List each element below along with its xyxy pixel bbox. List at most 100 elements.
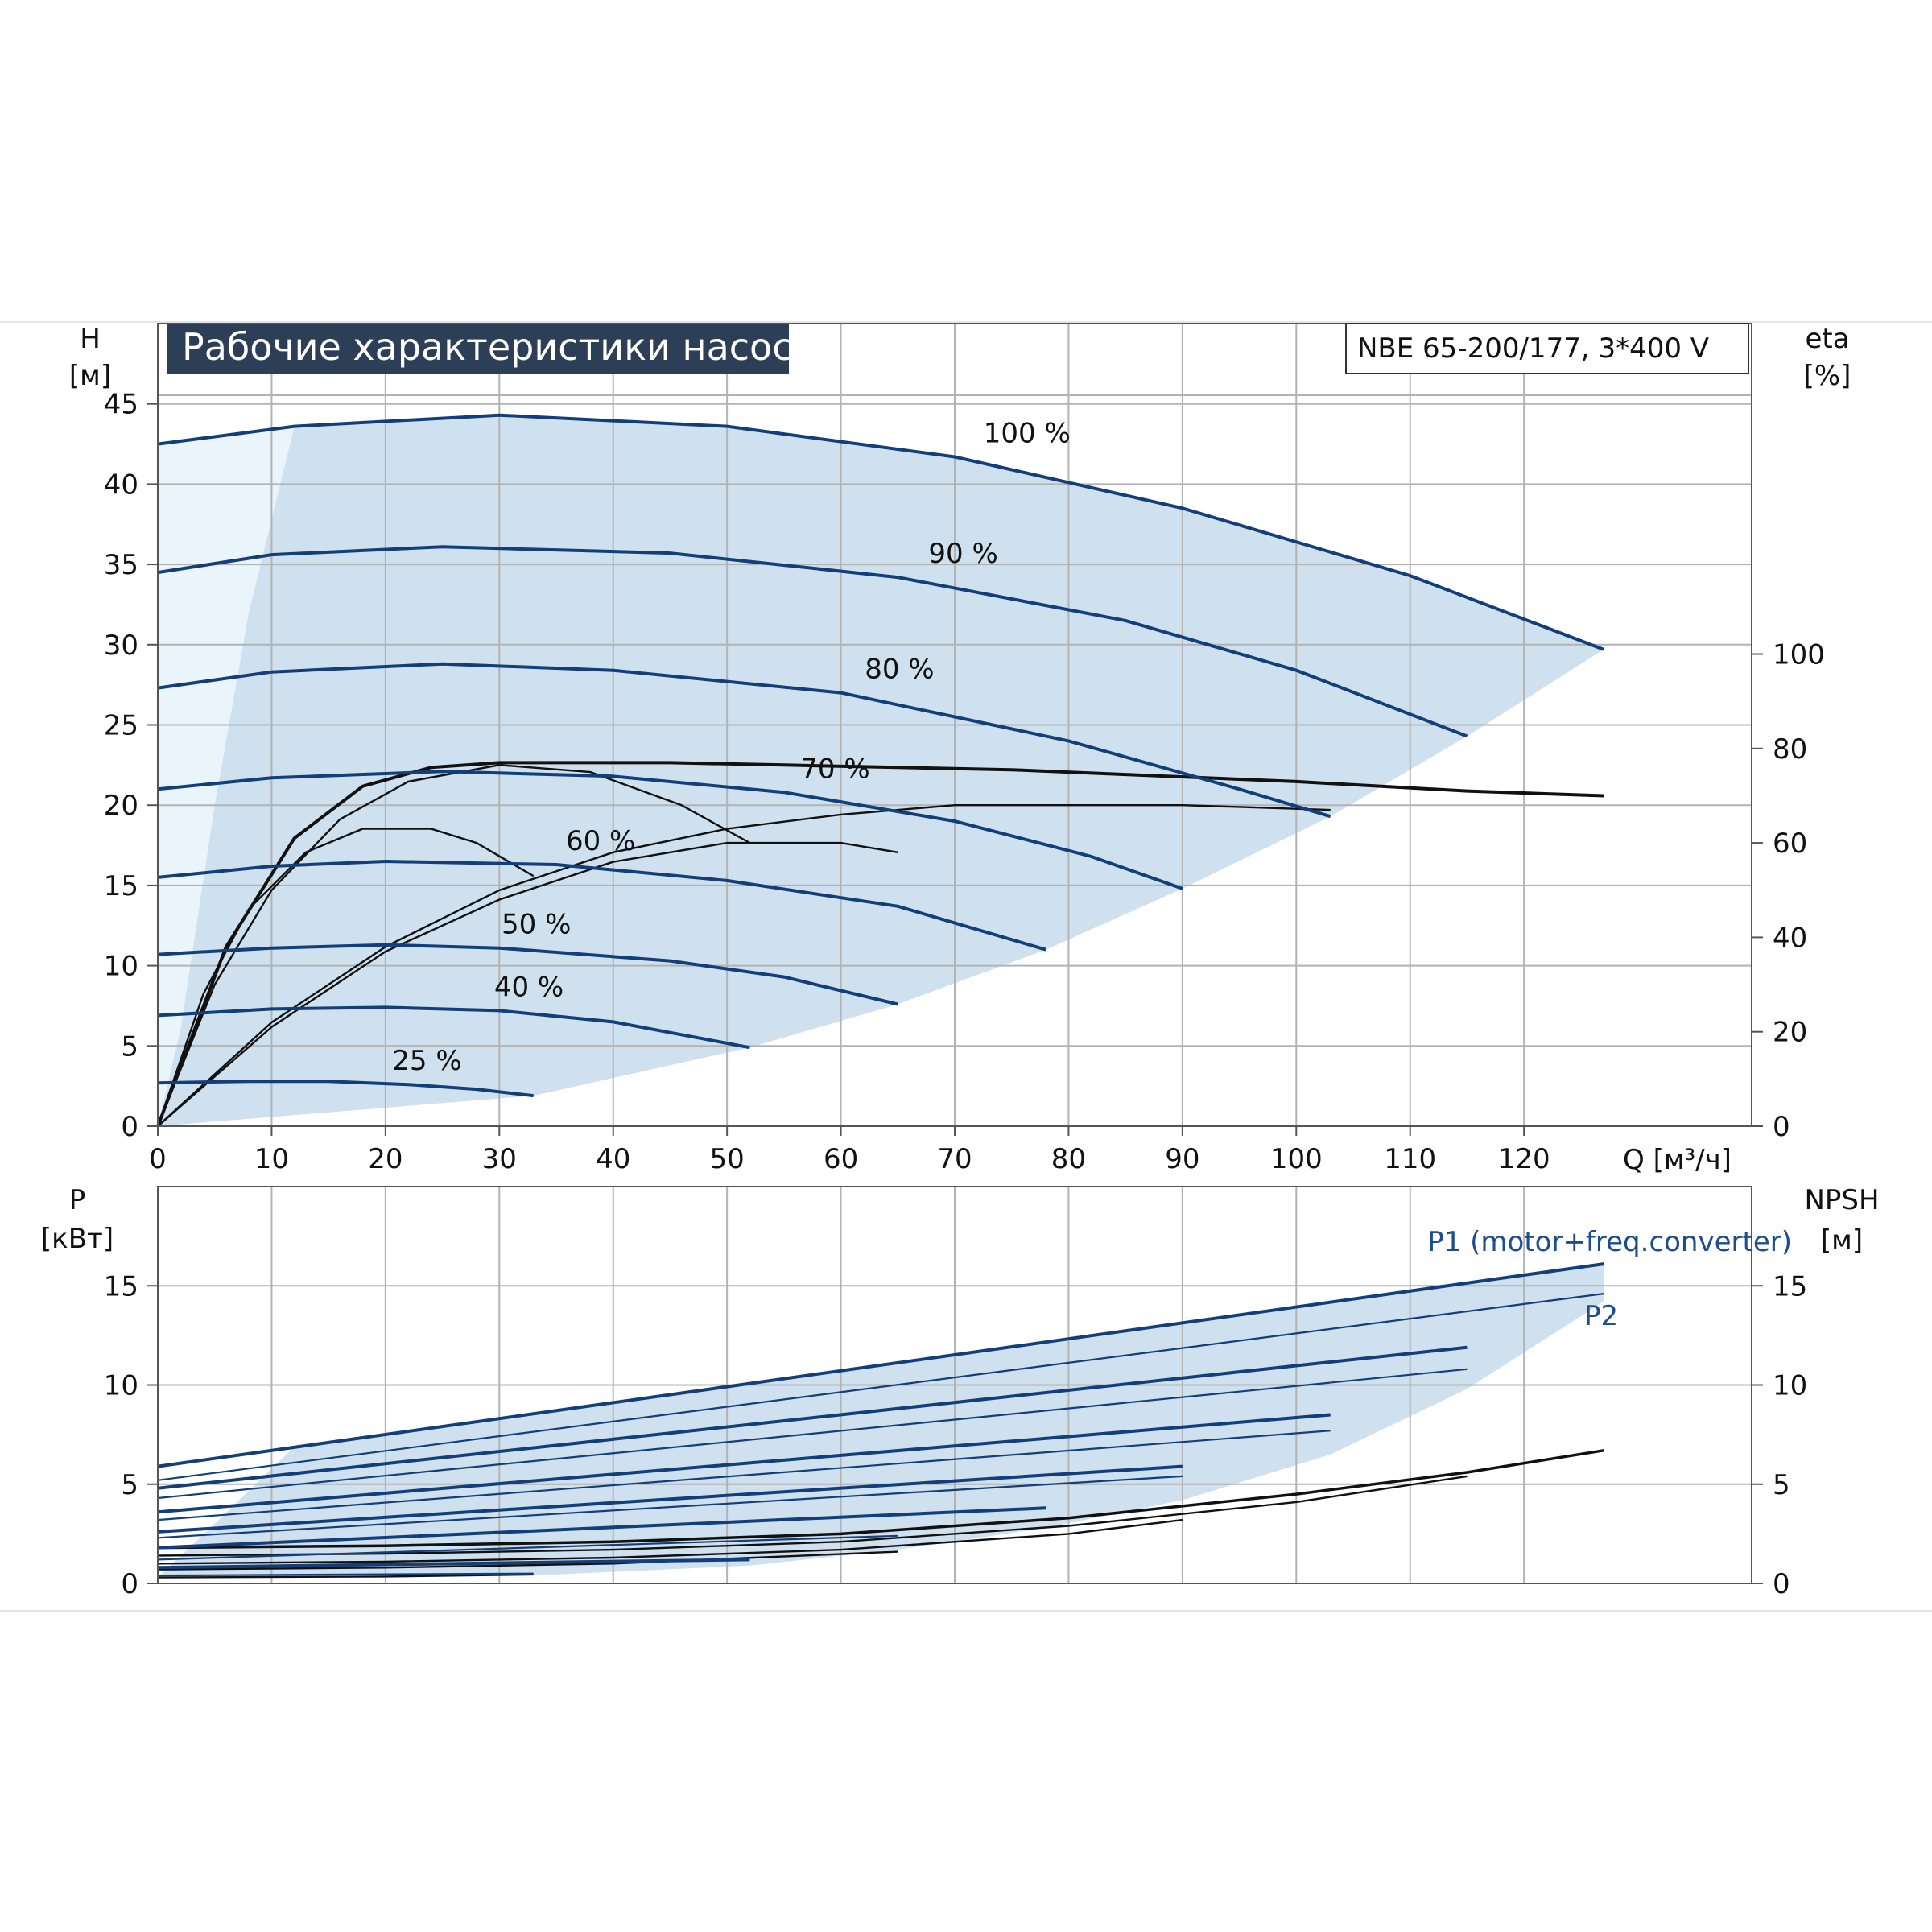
power-curve xyxy=(157,1475,1183,1539)
p-axis-name: P xyxy=(69,1184,86,1216)
envelope-region xyxy=(158,415,1604,1126)
x-tick-label: 80 xyxy=(1051,1143,1086,1175)
npsh-axis-name: NPSH xyxy=(1804,1184,1879,1216)
x-tick-label: 100 xyxy=(1270,1143,1323,1175)
npsh-curve xyxy=(157,1475,1468,1557)
chart-title: Рабочие характеристики насоса xyxy=(182,325,815,369)
x-tick-label: 50 xyxy=(710,1143,745,1175)
efficiency-curve xyxy=(156,764,750,1127)
efficiency-curve xyxy=(156,761,1604,1127)
head-curve xyxy=(157,1080,534,1098)
y2-tick-label: 100 xyxy=(1773,639,1825,671)
y2-tick-label: 80 xyxy=(1773,733,1807,766)
efficiency-curves xyxy=(156,761,1604,1127)
head-curve xyxy=(157,770,1183,890)
speed-label: 40 % xyxy=(494,971,564,1003)
y2-axis-name: eta xyxy=(1805,323,1849,355)
efficiency-curve xyxy=(157,841,898,1127)
speed-label: 60 % xyxy=(566,825,635,857)
y-tick-label: 10 xyxy=(104,951,138,983)
speed-label: 50 % xyxy=(502,909,571,941)
x-tick-label: 110 xyxy=(1384,1143,1436,1175)
power-curve xyxy=(157,1293,1604,1481)
power-curves xyxy=(157,1262,1604,1577)
head-curves xyxy=(157,413,1604,1098)
x-tick-label: 20 xyxy=(368,1143,402,1175)
x-tick-label: 70 xyxy=(937,1143,972,1175)
y-tick-label: 25 xyxy=(104,710,138,742)
npsh-tick-label: 0 xyxy=(1773,1568,1790,1600)
npsh-curves xyxy=(157,1449,1604,1579)
speed-label: 70 % xyxy=(800,753,869,785)
y-axis-name: H xyxy=(80,323,101,355)
y-axis-unit: [м] xyxy=(69,360,111,392)
p-tick-label: 15 xyxy=(104,1270,138,1302)
head-curve xyxy=(157,943,898,1006)
x-tick-label: 30 xyxy=(482,1143,517,1175)
y2-tick-label: 20 xyxy=(1773,1017,1807,1049)
head-tick-labels: 0 10 20 30 40 50 60 70 80 90 100 110 120 0 5 10 15 20 25 30… xyxy=(104,389,1825,1175)
npsh-curve xyxy=(157,1573,534,1579)
power-curve xyxy=(157,1572,534,1577)
power-curve xyxy=(157,1464,1183,1534)
power-curve xyxy=(157,1558,750,1570)
npsh-curve xyxy=(157,1449,1604,1550)
speed-label: 80 % xyxy=(865,654,934,686)
y-tick-label: 0 xyxy=(121,1111,138,1143)
head-curve xyxy=(157,545,1468,738)
p-tick-label: 0 xyxy=(121,1568,138,1600)
speed-label: 25 % xyxy=(392,1045,461,1077)
power-curve xyxy=(157,1413,1331,1514)
p-axis-unit: [кВт] xyxy=(41,1223,114,1255)
speed-labels: 100 % 90 % 80 % 70 % 60 % 50 % 40 % 25 % xyxy=(392,418,1071,1078)
y2-tick-label: 0 xyxy=(1773,1111,1790,1143)
npsh-tick-label: 15 xyxy=(1773,1270,1807,1302)
x-tick-label: 10 xyxy=(254,1143,289,1175)
head-curve xyxy=(157,1005,750,1050)
y-tick-label: 45 xyxy=(104,389,138,421)
p1-label: P1 (motor+freq.converter) xyxy=(1427,1226,1792,1258)
y-tick-label: 30 xyxy=(104,630,138,662)
power-curve xyxy=(157,1534,898,1561)
power-tick-labels: 0 5 10 15 0 5 10 15 xyxy=(104,1270,1808,1600)
efficiency-curve xyxy=(157,804,1331,1127)
y2-tick-label: 60 xyxy=(1773,828,1807,860)
x-axis-label: Q [м³/ч] xyxy=(1623,1144,1732,1176)
head-grid xyxy=(157,324,1752,1127)
operating-envelope xyxy=(158,415,1604,1126)
npsh-tick-label: 5 xyxy=(1773,1469,1790,1501)
power-curve xyxy=(157,1430,1331,1521)
npsh-curve xyxy=(157,1550,898,1571)
head-curve xyxy=(157,662,1331,819)
p-tick-label: 5 xyxy=(121,1469,138,1501)
npsh-axis-unit: [м] xyxy=(1821,1224,1863,1257)
y2-tick-label: 40 xyxy=(1773,922,1807,954)
power-envelope-region xyxy=(158,1264,1604,1578)
x-tick-label: 90 xyxy=(1165,1143,1199,1175)
power-curve xyxy=(157,1506,1046,1550)
power-npsh-plot: 0 5 10 15 0 5 10 15 P [кВт] NPSH [м] P1 (motor+… xyxy=(41,1184,1880,1600)
y-tick-label: 15 xyxy=(104,870,138,902)
npsh-curve xyxy=(157,1518,1183,1565)
power-curve xyxy=(157,1368,1468,1500)
title-box xyxy=(167,324,789,374)
speed-label: 100 % xyxy=(984,418,1071,450)
y-tick-label: 5 xyxy=(121,1030,138,1063)
efficiency-curve xyxy=(156,828,535,1127)
speed-label: 90 % xyxy=(928,538,997,570)
head-curve xyxy=(157,859,1046,952)
model-box xyxy=(1345,323,1749,374)
x-tick-label: 0 xyxy=(149,1143,167,1175)
x-tick-label: 120 xyxy=(1498,1143,1550,1175)
power-curve xyxy=(157,1345,1468,1490)
head-efficiency-plot: 100 % 90 % 80 % 70 % 60 % 50 % 40 % 25 % 0 10 20 3… xyxy=(69,323,1851,1176)
y-tick-label: 20 xyxy=(104,790,138,822)
y-tick-label: 35 xyxy=(104,549,138,581)
power-curve xyxy=(157,1262,1604,1468)
x-tick-label: 40 xyxy=(596,1143,630,1175)
head-curve xyxy=(157,413,1604,651)
y-tick-label: 40 xyxy=(104,469,138,501)
model-label: NBE 65-200/177, 3*400 V xyxy=(1357,332,1709,365)
npsh-tick-label: 10 xyxy=(1773,1370,1807,1402)
